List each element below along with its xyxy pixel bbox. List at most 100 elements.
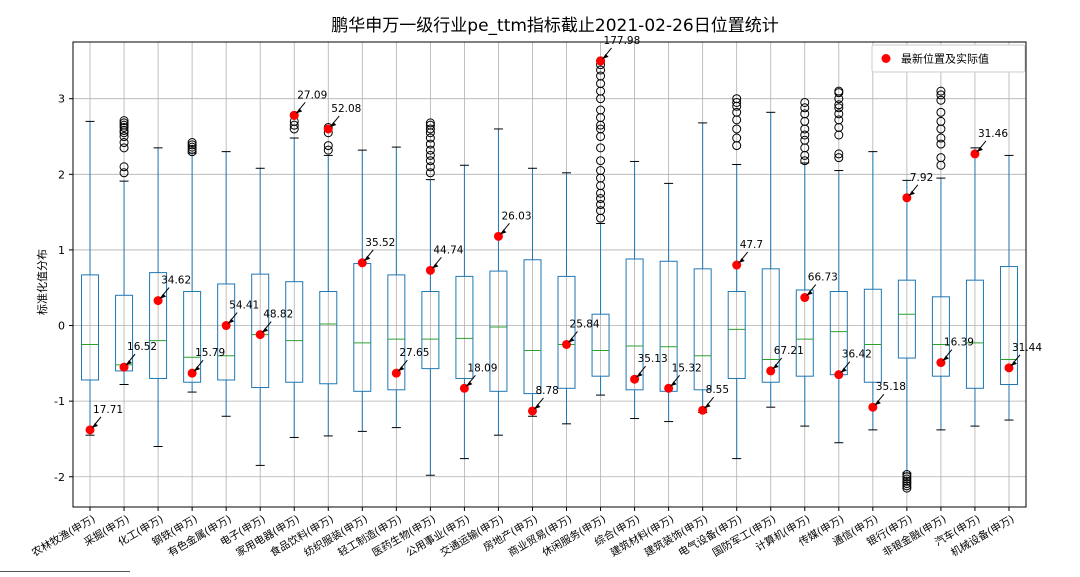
outlier-point: [596, 166, 606, 176]
annotation-arrowhead: [534, 403, 541, 409]
annotation-arrowhead: [398, 366, 405, 372]
outlier-point: [902, 476, 912, 486]
outlier-point: [425, 162, 435, 172]
outlier-point: [187, 147, 197, 157]
outlier-point: [119, 118, 129, 128]
outlier-point: [936, 139, 946, 149]
annotation-arrowhead: [908, 190, 915, 196]
annotation-label: 54.41: [229, 300, 259, 312]
annotation-label: 47.7: [740, 239, 763, 251]
outlier-point: [732, 124, 742, 134]
annotation-label: 36.42: [842, 349, 872, 361]
outlier-point: [323, 145, 333, 155]
legend-label: 最新位置及实际值: [901, 52, 989, 66]
outlier-point: [425, 124, 435, 134]
outlier-point: [936, 95, 946, 105]
outlier-point: [834, 149, 844, 159]
outlier-point: [425, 156, 435, 166]
annotation-label: 31.44: [1012, 342, 1042, 354]
outlier-point: [800, 130, 810, 140]
box-iqr: [183, 291, 202, 383]
annotation-arrowhead: [568, 337, 575, 343]
annotation-arrowhead: [806, 290, 813, 296]
outlier-point: [834, 109, 844, 119]
annotation-label: 8.78: [535, 385, 558, 397]
outlier-point: [596, 65, 606, 75]
box-iqr: [693, 268, 712, 391]
annotation-label: 48.82: [263, 309, 293, 321]
outlier-point: [596, 200, 606, 210]
box-4: [183, 138, 202, 393]
outlier-point: [323, 141, 333, 151]
outlier-point: [119, 120, 129, 130]
annotation-label: 15.32: [672, 362, 702, 374]
box-iqr: [625, 258, 644, 391]
legend-marker: [881, 54, 891, 63]
outlier-point: [596, 156, 606, 166]
outlier-point: [596, 194, 606, 204]
box-iqr: [251, 273, 270, 389]
annotation-arrowhead: [874, 400, 881, 406]
outlier-point: [119, 116, 129, 126]
annotation-arrowhead: [92, 422, 99, 428]
outlier-point: [596, 105, 606, 115]
annotation-label: 35.13: [638, 353, 668, 365]
box-iqr: [285, 281, 304, 383]
annotation-arrowhead: [840, 367, 847, 373]
y-tick-label: 2: [58, 168, 65, 181]
y-tick-label: 3: [58, 93, 65, 106]
chart-title: 鹏华申万一级行业pe_ttm指标截止2021-02-26日位置统计: [331, 16, 778, 36]
annotation-arrowhead: [364, 255, 371, 261]
outlier-point: [119, 122, 129, 132]
outlier-point: [596, 124, 606, 134]
box-iqr: [863, 288, 882, 383]
outlier-point: [425, 145, 435, 155]
outlier-point: [425, 168, 435, 178]
outlier-point: [596, 71, 606, 81]
annotation-arrowhead: [942, 355, 949, 361]
outlier-point: [289, 120, 299, 130]
box-iqr: [591, 313, 610, 377]
annotation-label: 31.46: [978, 128, 1008, 140]
annotation-arrowhead: [704, 403, 711, 409]
annotation-label: 67.21: [774, 345, 804, 357]
box-5: [217, 151, 236, 417]
annotation-label: 66.73: [808, 272, 838, 284]
box-3: [149, 147, 168, 448]
outlier-point: [902, 469, 912, 479]
annotation-arrowhead: [296, 108, 303, 114]
box-series: [81, 56, 1018, 493]
box-iqr: [727, 291, 746, 379]
outlier-point: [800, 97, 810, 107]
box-iqr: [319, 291, 338, 385]
box-iqr: [387, 274, 406, 391]
annotation-label: 44.74: [433, 244, 463, 256]
annotation-arrowhead: [670, 381, 677, 387]
outlier-point: [834, 86, 844, 96]
annotation-label: 7.92: [910, 172, 933, 184]
legend: 最新位置及实际值: [871, 44, 1026, 73]
box-22: [795, 97, 814, 427]
annotation-label: 35.52: [365, 237, 395, 249]
outlier-point: [902, 474, 912, 484]
outlier-point: [902, 472, 912, 482]
box-iqr: [999, 266, 1018, 386]
outlier-point: [800, 156, 810, 166]
annotation-arrowhead: [466, 381, 473, 387]
box-14: [523, 167, 542, 417]
box-7: [285, 110, 304, 438]
box-iqr: [217, 283, 236, 381]
latest-value-annotations: 17.71 16.52 34.62 15.79 54.41 48.82 27.09 52.08…: [91, 35, 1042, 429]
box-26: [931, 86, 950, 431]
box-27: [965, 147, 984, 427]
outlier-point: [425, 118, 435, 128]
outlier-point: [834, 153, 844, 163]
annotation-label: 15.79: [195, 347, 225, 359]
outlier-point: [936, 107, 946, 117]
outlier-point: [119, 162, 129, 172]
outlier-point: [596, 143, 606, 153]
outlier-point: [732, 94, 742, 104]
outlier-point: [834, 115, 844, 125]
box-iqr: [489, 270, 508, 392]
